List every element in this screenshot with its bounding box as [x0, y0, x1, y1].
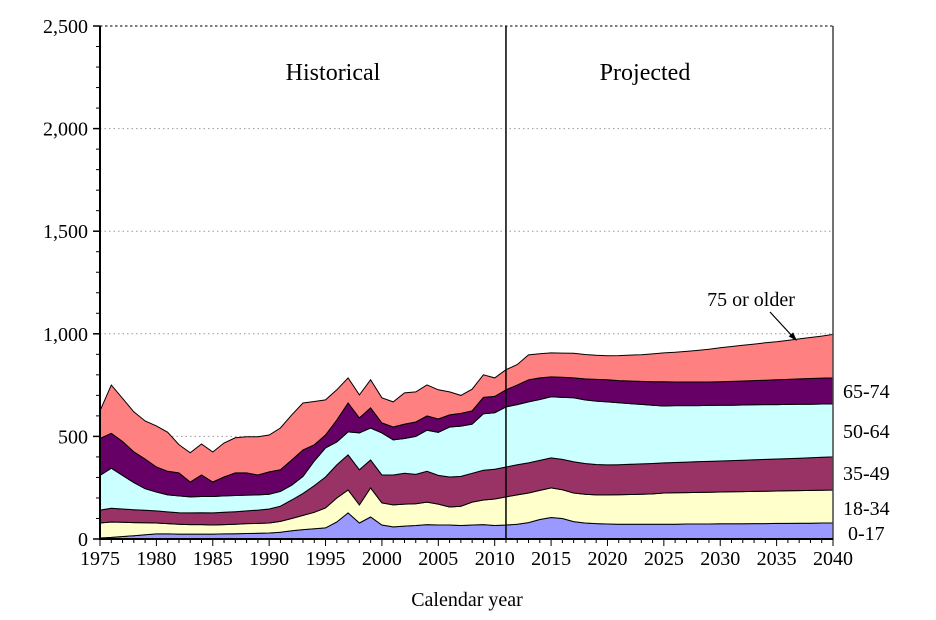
series-label-0-17: 0-17 [848, 523, 885, 545]
svg-text:1975: 1975 [80, 548, 120, 570]
svg-text:1980: 1980 [136, 548, 176, 570]
svg-text:2030: 2030 [700, 548, 740, 570]
svg-text:500: 500 [58, 426, 88, 448]
series-label-35-49: 35-49 [843, 463, 890, 485]
svg-text:2010: 2010 [475, 548, 515, 570]
svg-text:1,500: 1,500 [43, 221, 88, 243]
svg-text:1985: 1985 [193, 548, 233, 570]
svg-text:2005: 2005 [418, 548, 458, 570]
svg-text:1995: 1995 [306, 548, 346, 570]
svg-text:0: 0 [78, 529, 88, 551]
series-label-50-64: 50-64 [843, 421, 890, 443]
svg-text:2020: 2020 [587, 548, 627, 570]
series-label-18-34: 18-34 [843, 498, 890, 520]
svg-text:2040: 2040 [813, 548, 853, 570]
svg-text:1,000: 1,000 [43, 324, 88, 346]
svg-text:2025: 2025 [644, 548, 684, 570]
projected-region-label: Projected [599, 60, 691, 86]
svg-text:2015: 2015 [531, 548, 571, 570]
x-axis-title: Calendar year [411, 589, 523, 611]
svg-text:2035: 2035 [757, 548, 797, 570]
svg-text:2,500: 2,500 [43, 16, 88, 38]
historical-region-label: Historical [285, 60, 381, 86]
series-label-65-74: 65-74 [843, 381, 890, 403]
svg-text:2000: 2000 [362, 548, 402, 570]
svg-text:1990: 1990 [249, 548, 289, 570]
series-label-75-or-older: 75 or older [707, 289, 795, 311]
svg-text:2,000: 2,000 [43, 119, 88, 141]
